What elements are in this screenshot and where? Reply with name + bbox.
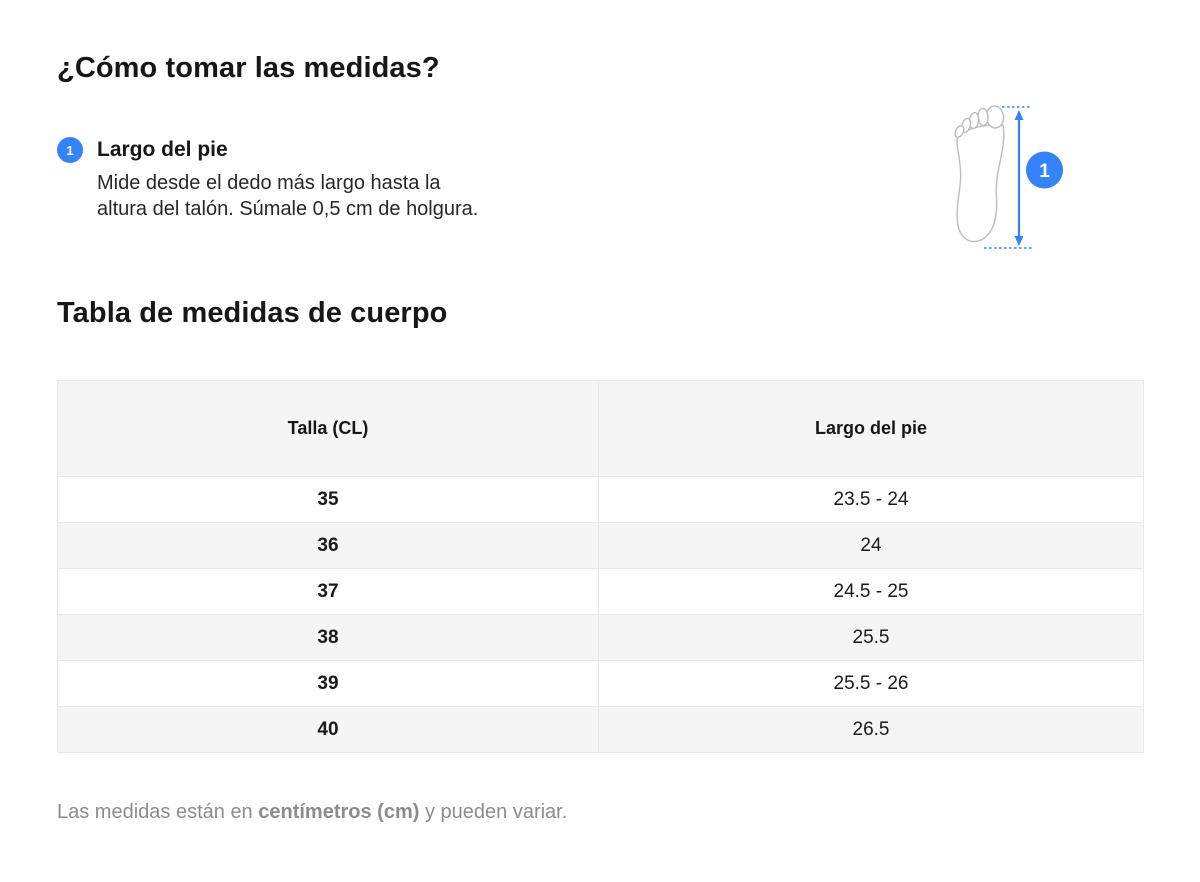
size-cell: 36 [57,522,599,569]
table-row: 36 24 [57,522,1144,569]
step-description-line: altura del talón. Súmale 0,5 cm de holgu… [97,198,479,220]
foot-length-cell: 24.5 - 25 [598,568,1144,615]
footnote-suffix: y pueden variar. [419,801,568,823]
size-table-container: Talla (CL) Largo del pie 35 23.5 - 24 36 24… [57,380,1144,753]
footnote-prefix: Las medidas están en [57,801,259,823]
table-section-title: Tabla de medidas de cuerpo [57,297,448,329]
foot-length-cell: 23.5 - 24 [598,476,1144,523]
step-body: Largo del pie Mide desde el dedo más lar… [97,136,478,222]
diagram-number-badge [1026,151,1063,189]
size-cell: 35 [57,476,599,523]
step-description: Mide desde el dedo más largo hasta la al… [97,170,478,222]
table-row: 39 25.5 - 26 [57,660,1144,707]
size-cell: 38 [57,614,599,661]
column-header-foot-length: Largo del pie [598,380,1144,477]
units-footnote: Las medidas están en centímetros (cm) y … [57,801,567,824]
footnote-units: centímetros (cm) [258,801,420,823]
table-row: 35 23.5 - 24 [57,476,1144,523]
diagram-badge-number: 1 [1039,161,1050,182]
foot-length-cell: 26.5 [598,706,1144,753]
step-description-line: Mide desde el dedo más largo hasta la [97,172,441,194]
step-number-badge: 1 [57,137,83,163]
foot-diagram-icon: 1 [954,105,1063,249]
foot-length-cell: 24 [598,522,1144,569]
size-table-body: 35 23.5 - 24 36 24 37 24.5 - 25 38 25.5 39 25.5 -… [57,476,1144,753]
size-cell: 37 [57,568,599,615]
arrow-up-icon [1014,110,1024,120]
foot-length-cell: 25.5 - 26 [598,660,1144,707]
table-row: 38 25.5 [57,614,1144,661]
measurement-step-1: 1 Largo del pie Mide desde el dedo más l… [57,136,478,222]
page-title: ¿Cómo tomar las medidas? [57,52,440,84]
size-cell: 40 [57,706,599,753]
table-row: 40 26.5 [57,706,1144,753]
arrow-down-icon [1014,236,1024,246]
step-label: Largo del pie [97,138,228,161]
column-header-size: Talla (CL) [57,380,599,477]
table-header-row: Talla (CL) Largo del pie [57,380,1144,477]
foot-length-cell: 25.5 [598,614,1144,661]
size-cell: 39 [57,660,599,707]
size-table: Talla (CL) Largo del pie 35 23.5 - 24 36 24… [57,380,1144,753]
table-row: 37 24.5 - 25 [57,568,1144,615]
foot-measurement-illustration: 1 [948,98,1068,258]
